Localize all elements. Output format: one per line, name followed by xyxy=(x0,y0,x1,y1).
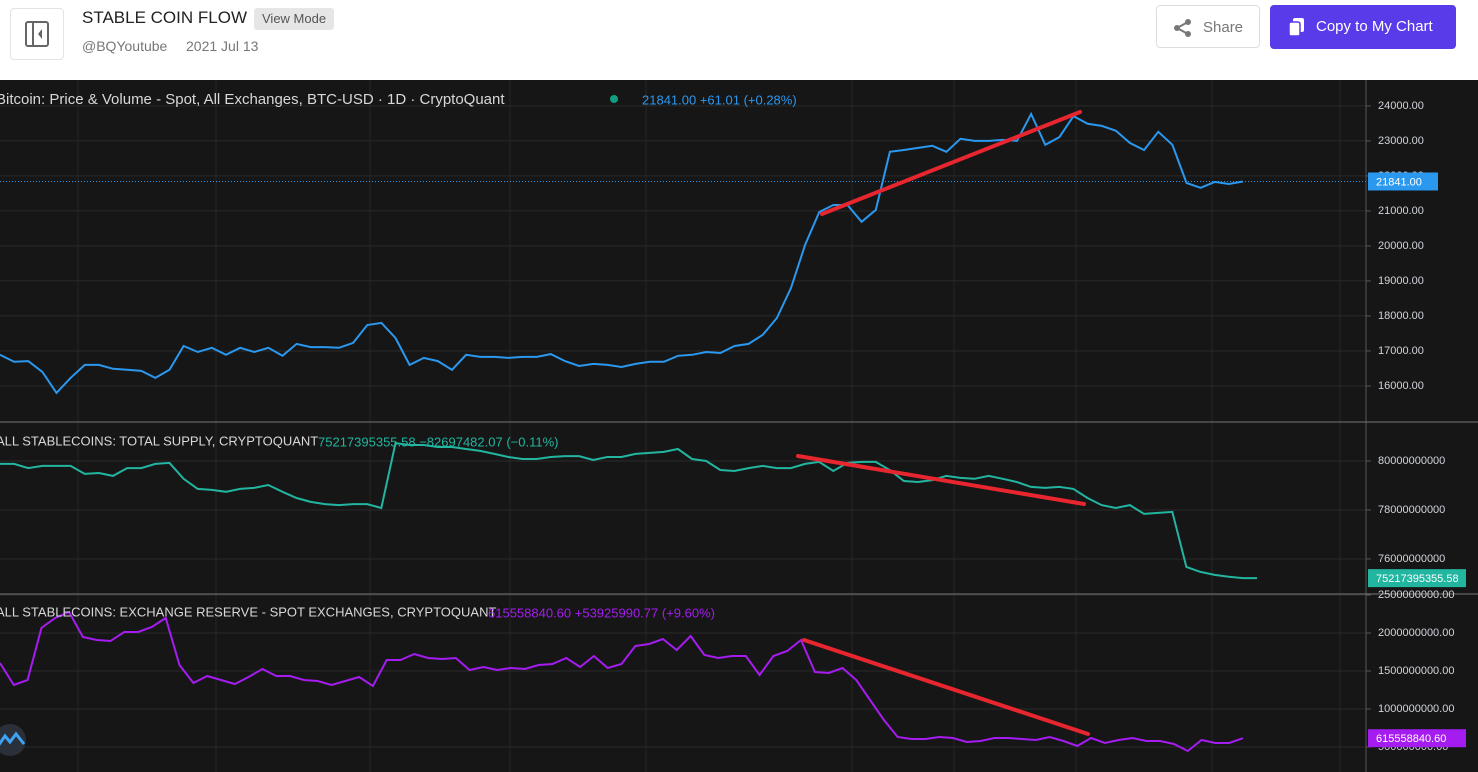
series-status: 615558840.60 +53925990.77 (+9.60%) xyxy=(488,605,715,620)
price-tag: 21841.00 xyxy=(1376,176,1422,188)
y-tick-label: 2000000000.00 xyxy=(1378,627,1454,639)
series-status: 21841.00 +61.01 (+0.28%) xyxy=(642,92,797,107)
date: 2021 Jul 13 xyxy=(186,38,259,54)
series-status: 75217395355.58 −82697482.07 (−0.11%) xyxy=(318,434,558,449)
background xyxy=(0,80,1478,772)
y-tick-label: 20000.00 xyxy=(1378,240,1424,252)
author: @BQYoutube xyxy=(82,38,168,54)
series-title: ALL STABLECOINS: TOTAL SUPPLY, CRYPTOQUA… xyxy=(0,433,318,448)
y-tick-label: 23000.00 xyxy=(1378,135,1424,147)
y-tick-label: 17000.00 xyxy=(1378,345,1424,357)
mode-badge: View Mode xyxy=(254,8,335,30)
y-tick-label: 1000000000.00 xyxy=(1378,703,1454,715)
trend-line xyxy=(796,454,1086,506)
y-tick-label: 1500000000.00 xyxy=(1378,665,1454,677)
y-tick-label: 78000000000 xyxy=(1378,504,1445,516)
annotations xyxy=(796,110,1090,736)
status-dot xyxy=(610,95,618,103)
price-tag-box xyxy=(1368,569,1466,588)
share-button[interactable]: Share xyxy=(1156,5,1260,48)
copy-button[interactable]: Copy to My Chart xyxy=(1270,5,1456,49)
series-line xyxy=(0,441,1257,580)
y-tick-label: 16000.00 xyxy=(1378,380,1424,392)
price-tag-box xyxy=(1368,729,1466,748)
price-tag-box xyxy=(1368,172,1438,191)
trend-line xyxy=(820,110,1082,216)
price-tag: 75217395355.58 xyxy=(1376,573,1459,585)
y-tick-label: 24000.00 xyxy=(1378,100,1424,112)
share-icon xyxy=(1174,19,1191,37)
labels: 16000.00 17000.00 18000.00 19000.00 20000.00… xyxy=(0,91,1466,753)
y-tick-label: 18000.00 xyxy=(1378,310,1424,322)
series-title: Bitcoin: Price & Volume - Spot, All Exch… xyxy=(0,91,505,108)
toggle-icon xyxy=(25,21,49,47)
header: STABLE COIN FLOW View Mode @BQYoutube 20… xyxy=(0,0,1478,80)
y-tick-label: 80000000000 xyxy=(1378,455,1445,467)
price-tag: 615558840.60 xyxy=(1376,733,1446,745)
copy-icon xyxy=(1288,18,1304,37)
series-title: ALL STABLECOINS: EXCHANGE RESERVE - SPOT… xyxy=(0,604,496,619)
sidebar-toggle[interactable] xyxy=(10,8,64,60)
copy-label: Copy to My Chart xyxy=(1316,18,1433,35)
plots xyxy=(0,105,1366,753)
series-line xyxy=(0,111,1244,395)
share-label: Share xyxy=(1203,19,1244,36)
y-tick-label: 76000000000 xyxy=(1378,553,1445,565)
trend-line xyxy=(802,638,1090,736)
logo-mark xyxy=(0,731,26,746)
chart-area: 16000.00 17000.00 18000.00 19000.00 20000.00… xyxy=(0,80,1478,772)
y-tick-label: 2500000000.00 xyxy=(1378,589,1454,601)
y-tick-label: 21000.00 xyxy=(1378,205,1424,217)
chart-name: STABLE COIN FLOW xyxy=(82,8,247,27)
y-tick-label: 19000.00 xyxy=(1378,275,1424,287)
series-line xyxy=(0,610,1244,753)
